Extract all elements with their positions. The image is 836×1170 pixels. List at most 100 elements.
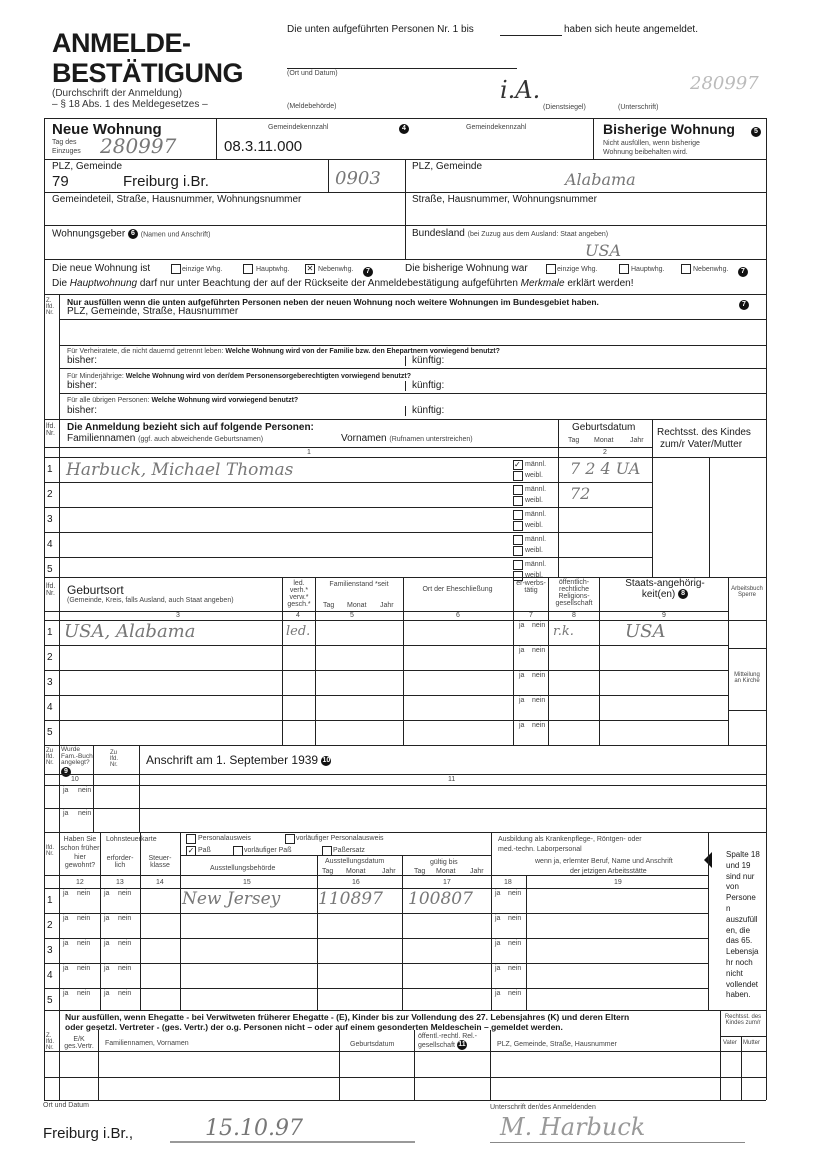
- issuing-authority-label: Ausstellungsbehörde: [210, 865, 276, 872]
- new-only-checkbox[interactable]: [171, 264, 181, 274]
- note-4-icon: 4: [399, 121, 409, 137]
- row-number: 4: [47, 539, 53, 550]
- side-note-col-18-19: Spalte 18 und 19 sind nur von Personen a…: [704, 850, 764, 1001]
- training-label-2: med.-techn. Laborpersonal: [498, 846, 582, 853]
- new-plz-label: PLZ, Gemeinde: [52, 161, 123, 172]
- day-label: Tag: [414, 868, 426, 875]
- column-number: 5: [350, 612, 354, 619]
- question-married: Für Verheiratete, die nicht dauernd getr…: [67, 348, 500, 355]
- form-grid-line: [98, 1030, 99, 1100]
- bisher-label: bisher:: [67, 380, 98, 391]
- previous-state-value[interactable]: USA: [585, 241, 621, 260]
- birthplace-label: Geburtsort: [67, 583, 124, 597]
- female-checkbox[interactable]: [513, 471, 523, 481]
- form-grid-line: [93, 745, 94, 832]
- yes-label: ja: [63, 890, 69, 897]
- nationality-label: Staats-angehörig-keit(en) 8: [625, 578, 705, 600]
- row-number: 1: [47, 895, 53, 906]
- marital-status-value[interactable]: led.: [286, 624, 311, 639]
- birthdate-value[interactable]: 72: [570, 484, 591, 503]
- new-city-value[interactable]: Freiburg i.Br.: [123, 173, 209, 190]
- form-grid-line: [44, 611, 728, 612]
- no-label: nein: [77, 940, 91, 947]
- form-grid-line: [216, 118, 217, 159]
- training-sub-1: wenn ja, erlernter Beruf, Name und Ansch…: [535, 858, 673, 865]
- birthplace-value[interactable]: USA, Alabama: [64, 621, 196, 642]
- nationality-value[interactable]: USA: [625, 621, 666, 642]
- form-grid-line: [741, 1036, 742, 1100]
- male-checkbox[interactable]: [513, 560, 523, 570]
- municipality-code-value[interactable]: 08.3.11.000: [224, 138, 303, 155]
- new-main-checkbox[interactable]: [243, 264, 253, 274]
- new-plz-value[interactable]: 79: [52, 173, 69, 190]
- training-sub-2: der jetzigen Arbeitsstätte: [570, 868, 647, 875]
- yes-label: ja: [63, 990, 69, 997]
- form-grid-line: [44, 1010, 766, 1011]
- municipality-code-label: Gemeindekennzahl: [268, 124, 329, 131]
- stamp-date: 280997: [690, 73, 759, 94]
- prev-secondary-checkbox[interactable]: [681, 264, 691, 274]
- temp-id-card-checkbox[interactable]: [285, 834, 295, 844]
- state-label: Bundesland (bei Zuzug aus dem Ausland: S…: [412, 228, 609, 239]
- prev-only-checkbox[interactable]: [546, 264, 556, 274]
- column-number: 6: [456, 612, 460, 619]
- birthdate-value[interactable]: 7 2 4 UA: [570, 459, 641, 478]
- form-grid-line: [44, 875, 708, 876]
- marital-status-label: led. verh.* verw.* gesch.*: [287, 580, 311, 608]
- female-checkbox[interactable]: [513, 521, 523, 531]
- new-residence-type-label: Die neue Wohnung ist: [52, 263, 151, 274]
- kuenftig-label: künftig:: [412, 380, 445, 391]
- row-number: 5: [47, 727, 53, 738]
- footer-place-date-label: Ort und Datum: [43, 1102, 89, 1109]
- year-label: Jahr: [380, 602, 394, 609]
- yes-label: ja: [519, 647, 525, 654]
- yes-label: ja: [63, 810, 69, 817]
- form-grid-line: [513, 577, 514, 745]
- female-checkbox[interactable]: [513, 496, 523, 506]
- issue-date-value[interactable]: 110897: [318, 889, 383, 909]
- row-number-label: Z. lfd. Nr.: [46, 298, 55, 316]
- female-label: weibl.: [525, 547, 543, 554]
- valid-until-value[interactable]: 100807: [408, 889, 473, 909]
- option-label: einzige Whg.: [182, 266, 223, 273]
- male-checkbox[interactable]: [513, 510, 523, 520]
- form-grid-line: [44, 938, 708, 939]
- no-label: nein: [118, 990, 132, 997]
- no-label: nein: [78, 787, 92, 794]
- prev-main-checkbox[interactable]: [619, 264, 629, 274]
- main-residence-rule: Die Hauptwohnung darf nur unter Beachtun…: [52, 278, 634, 289]
- new-secondary-checkbox-checked[interactable]: ✕: [305, 264, 315, 274]
- zu-lfd-nr-label: Zu lfd. Nr.: [110, 750, 119, 768]
- religion-value[interactable]: r.k.: [553, 624, 574, 639]
- day-label: Tag: [323, 602, 335, 609]
- male-checkbox-checked[interactable]: ✓: [513, 460, 523, 470]
- column-number: 7: [529, 612, 533, 619]
- relative-address-label: PLZ, Gemeinde, Straße, Hausnummer: [497, 1041, 617, 1048]
- person-name[interactable]: Harbuck, Michael Thomas: [66, 460, 294, 480]
- applicant-signature[interactable]: M. Harbuck: [500, 1113, 646, 1141]
- yes-label: ja: [495, 965, 501, 972]
- landlord-label: Wohnungsgeber 6 (Namen und Anschrift): [52, 228, 211, 240]
- option-label: einzige Whg.: [557, 266, 598, 273]
- bisher-label: bisher:: [67, 355, 98, 366]
- form-grid-line: [44, 192, 766, 193]
- yes-label: ja: [104, 965, 110, 972]
- male-checkbox[interactable]: [513, 485, 523, 495]
- footer-date[interactable]: 15.10.97: [205, 1116, 303, 1141]
- male-checkbox[interactable]: [513, 535, 523, 545]
- form-grid-line: [44, 913, 708, 914]
- previous-plz-value[interactable]: Alabama: [565, 170, 636, 189]
- female-checkbox[interactable]: [513, 546, 523, 556]
- issuing-authority-value[interactable]: New Jersey: [182, 889, 281, 909]
- no-label: nein: [77, 915, 91, 922]
- id-card-checkbox[interactable]: [186, 834, 196, 844]
- no-label: nein: [77, 990, 91, 997]
- training-label-1: Ausbildung als Krankenpflege-, Röntgen- …: [498, 836, 642, 843]
- row-number: 2: [47, 652, 53, 663]
- no-label: nein: [508, 990, 522, 997]
- move-in-date[interactable]: 280997: [100, 134, 177, 158]
- form-grid-line: [44, 482, 652, 483]
- female-checkbox[interactable]: [513, 571, 523, 581]
- form-grid-line: [44, 808, 766, 809]
- column-number: 11: [448, 776, 456, 783]
